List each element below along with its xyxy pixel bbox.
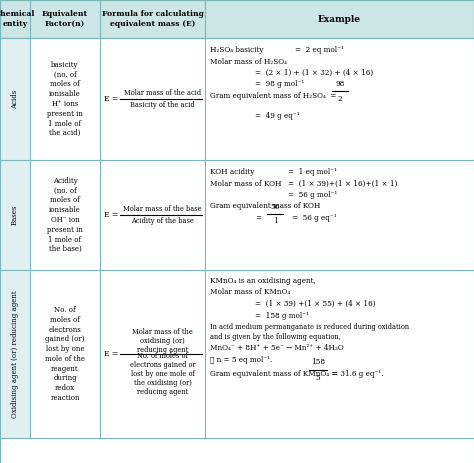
Text: =  1 eq mol⁻¹: = 1 eq mol⁻¹	[288, 168, 337, 176]
Text: Example: Example	[318, 14, 361, 24]
Text: =  2 eq mol⁻¹: = 2 eq mol⁻¹	[295, 46, 344, 54]
Text: Formula for calculating
equivalent mass (E): Formula for calculating equivalent mass …	[101, 10, 203, 28]
Text: 2: 2	[337, 95, 342, 103]
Text: Acidity
(no. of
moles of
ionisable
OH⁻ ion
present in
1 mole of
the base): Acidity (no. of moles of ionisable OH⁻ i…	[47, 177, 83, 253]
Text: Molar mass of the acid: Molar mass of the acid	[124, 89, 201, 97]
Text: = 31.6 g eq⁻¹.: = 31.6 g eq⁻¹.	[332, 370, 383, 378]
Text: =  56 g mol⁻¹: = 56 g mol⁻¹	[288, 191, 337, 199]
Text: basicity
(no. of
moles of
ionisable
H⁺ ions
present in
1 mole of
the acid): basicity (no. of moles of ionisable H⁺ i…	[47, 61, 83, 138]
Text: 158: 158	[311, 358, 325, 367]
Bar	[0, 38, 30, 160]
Text: Oxidising agent (or) reducing agent: Oxidising agent (or) reducing agent	[11, 290, 19, 418]
Text: 5: 5	[316, 374, 320, 382]
Text: ∴ n = 5 eq mol⁻¹.: ∴ n = 5 eq mol⁻¹.	[210, 356, 273, 364]
Bar	[0, 0, 474, 38]
Text: Bases: Bases	[11, 205, 19, 225]
Text: In acid medium permanganate is reduced during oxidation: In acid medium permanganate is reduced d…	[210, 323, 409, 331]
Text: =  (1 × 39) +(1 × 55) + (4 × 16): = (1 × 39) +(1 × 55) + (4 × 16)	[255, 300, 375, 308]
Text: Gram equivalent mass of KOH: Gram equivalent mass of KOH	[210, 202, 320, 211]
Text: Molar mass of H₂SO₄: Molar mass of H₂SO₄	[210, 57, 287, 65]
Text: =  56 g eq⁻¹: = 56 g eq⁻¹	[292, 214, 337, 222]
Text: =  (2 × 1) + (1 × 32) + (4 × 16): = (2 × 1) + (1 × 32) + (4 × 16)	[255, 69, 373, 77]
Text: Molar mass of the base: Molar mass of the base	[123, 205, 202, 213]
Bar	[30, 38, 474, 160]
Text: Basicity of the acid: Basicity of the acid	[130, 101, 195, 109]
Text: =  49 g eq⁻¹: = 49 g eq⁻¹	[255, 112, 300, 119]
Text: KOH acidity: KOH acidity	[210, 168, 255, 176]
Text: =  98 g mol⁻¹: = 98 g mol⁻¹	[255, 81, 304, 88]
Text: Chemical
entity: Chemical entity	[0, 10, 35, 28]
Text: Molar mass of KOH: Molar mass of KOH	[210, 180, 282, 188]
Bar	[30, 270, 474, 438]
Text: and is given by the following equation,: and is given by the following equation,	[210, 333, 341, 341]
Text: Gram equivalent mass of H₂SO₄  =: Gram equivalent mass of H₂SO₄ =	[210, 92, 337, 100]
Text: Molar mass of KMnO₄: Molar mass of KMnO₄	[210, 288, 290, 296]
Text: =: =	[255, 214, 261, 222]
Text: 56: 56	[270, 203, 280, 211]
Text: E =: E =	[104, 350, 118, 358]
Text: H₂SO₄ basicity: H₂SO₄ basicity	[210, 46, 264, 54]
Bar	[30, 160, 474, 270]
Text: =  158 g mol⁻¹: = 158 g mol⁻¹	[255, 312, 309, 319]
Text: Equivalent
Factor(n): Equivalent Factor(n)	[42, 10, 88, 28]
Text: Acids: Acids	[11, 89, 19, 109]
Text: No. of moles of
electrons gained or
lost by one mole of
the oxidising (or)
reduc: No. of moles of electrons gained or lost…	[130, 351, 195, 396]
Text: E =: E =	[104, 95, 118, 103]
Bar	[0, 160, 30, 270]
Text: Gram equivalent mass of KMnO₄ =: Gram equivalent mass of KMnO₄ =	[210, 370, 337, 378]
Text: KMnO₄ is an oxidising agent,: KMnO₄ is an oxidising agent,	[210, 277, 316, 285]
Text: =  (1 × 39)+(1 × 16)+(1 × 1): = (1 × 39)+(1 × 16)+(1 × 1)	[288, 180, 398, 188]
Text: 1: 1	[273, 217, 277, 225]
Text: E =: E =	[104, 211, 118, 219]
Text: Molar mass of the
oxidising (or)
reducing agent: Molar mass of the oxidising (or) reducin…	[132, 328, 193, 354]
Text: No. of
moles of
electrons
gained (or)
lost by one
mole of the
reagent
during
red: No. of moles of electrons gained (or) lo…	[45, 306, 85, 402]
Text: 98: 98	[336, 80, 345, 88]
Text: Acidity of the base: Acidity of the base	[131, 217, 194, 225]
Bar	[0, 270, 30, 438]
Text: MnO₄⁻ + 8H⁺ + 5e⁻ → Mn²⁺ + 4H₂O: MnO₄⁻ + 8H⁺ + 5e⁻ → Mn²⁺ + 4H₂O	[210, 344, 344, 352]
